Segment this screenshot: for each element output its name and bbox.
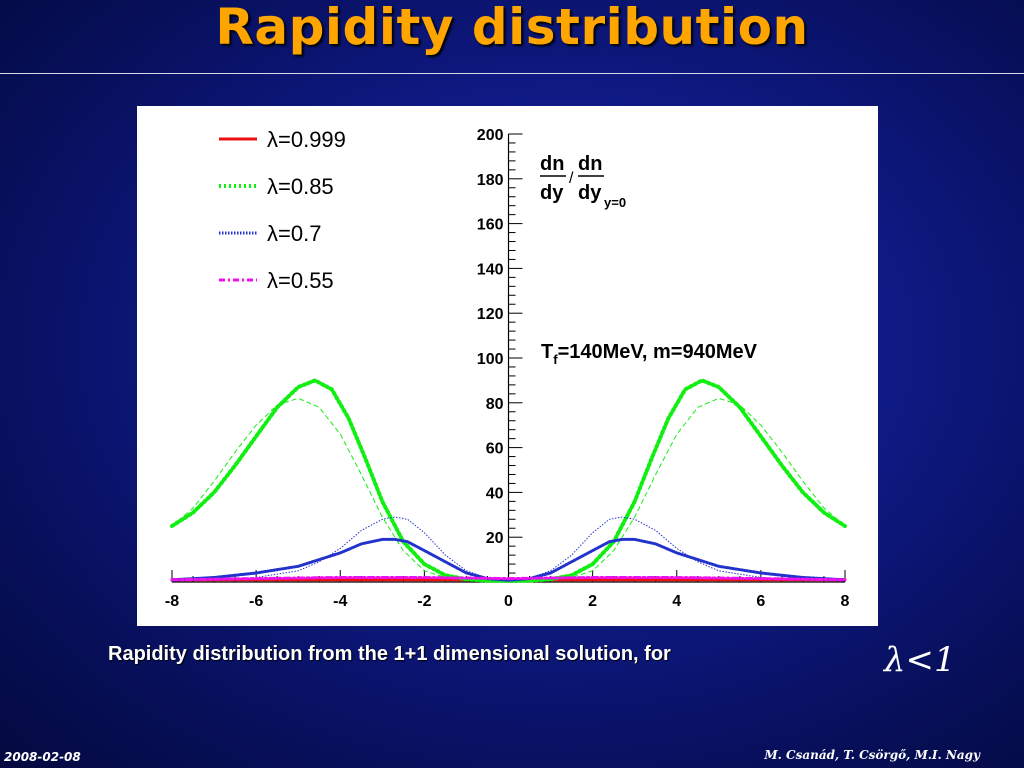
x-tick-label: -4 xyxy=(333,593,347,610)
y-tick-label: 40 xyxy=(486,485,504,502)
y-tick-label: 160 xyxy=(477,217,504,234)
y-tick-label: 80 xyxy=(486,396,504,413)
y-tick-label: 60 xyxy=(486,441,504,458)
y-tick-label: 200 xyxy=(477,127,504,144)
legend-label: λ=0.7 xyxy=(267,221,321,246)
series-line xyxy=(170,537,847,582)
legend-label: λ=0.55 xyxy=(267,268,334,293)
footer-authors: M. Csanád, T. Csörgő, M.I. Nagy xyxy=(764,748,980,762)
ylabel-slash: / xyxy=(569,170,574,187)
series-line xyxy=(170,576,847,582)
x-tick-label: -6 xyxy=(249,593,263,610)
ylabel-numerator-2: dn xyxy=(578,153,602,175)
y-tick-label: 100 xyxy=(477,351,504,368)
ylabel-denominator-1: dy xyxy=(540,182,564,204)
series-fit-line xyxy=(171,516,846,582)
y-tick-label: 20 xyxy=(486,530,504,547)
slide-title: Rapidity distribution xyxy=(215,0,809,56)
plot-panel: -8 -6 -4 -2 0 2 4 6 8 20 40 60 80 100 120 140 160 180 200 … xyxy=(137,106,878,626)
x-tick-label: 8 xyxy=(841,593,850,610)
y-tick-label: 180 xyxy=(477,172,504,189)
x-tick-label: -2 xyxy=(417,593,431,610)
rapidity-chart: -8 -6 -4 -2 0 2 4 6 820406080100120140160180200 … xyxy=(165,127,850,610)
legend-label: λ=0.999 xyxy=(267,127,346,152)
x-tick-label: 0 xyxy=(504,593,513,610)
x-tick-label: -8 xyxy=(165,593,179,610)
slide-caption: Rapidity distribution from the 1+1 dimen… xyxy=(108,643,671,665)
ylabel-numerator-1: dn xyxy=(540,153,564,175)
annotation-temp: Tf=140MeV, m=940MeV xyxy=(541,341,758,367)
x-tick-label: 4 xyxy=(672,593,681,610)
annotation: Tf=140MeV, m=940MeV xyxy=(541,341,758,367)
legend-label: λ=0.85 xyxy=(267,174,334,199)
legend: λ=0.999 λ=0.85 λ=0.7 λ=0.55 xyxy=(219,127,346,293)
footer-date: 2008-02-08 xyxy=(4,750,81,764)
curves xyxy=(170,378,847,583)
axes: -8 -6 -4 -2 0 2 4 6 8 20 40 60 80 100 120 140 160 180 200 xyxy=(165,127,850,610)
x-tick-label: 2 xyxy=(588,593,597,610)
y-tick-label: 120 xyxy=(477,306,504,323)
title-divider xyxy=(0,73,1024,74)
y-tick-label: 140 xyxy=(477,261,504,278)
ylabel-denominator-2: dy xyxy=(578,182,602,204)
axis-label: dn dy / dn dy y=0 xyxy=(540,153,626,210)
series-fit-line xyxy=(171,397,846,582)
lambda-formula: λ<1 xyxy=(884,640,956,680)
ylabel-subscript: y=0 xyxy=(604,195,626,210)
x-tick-label: 6 xyxy=(756,593,765,610)
